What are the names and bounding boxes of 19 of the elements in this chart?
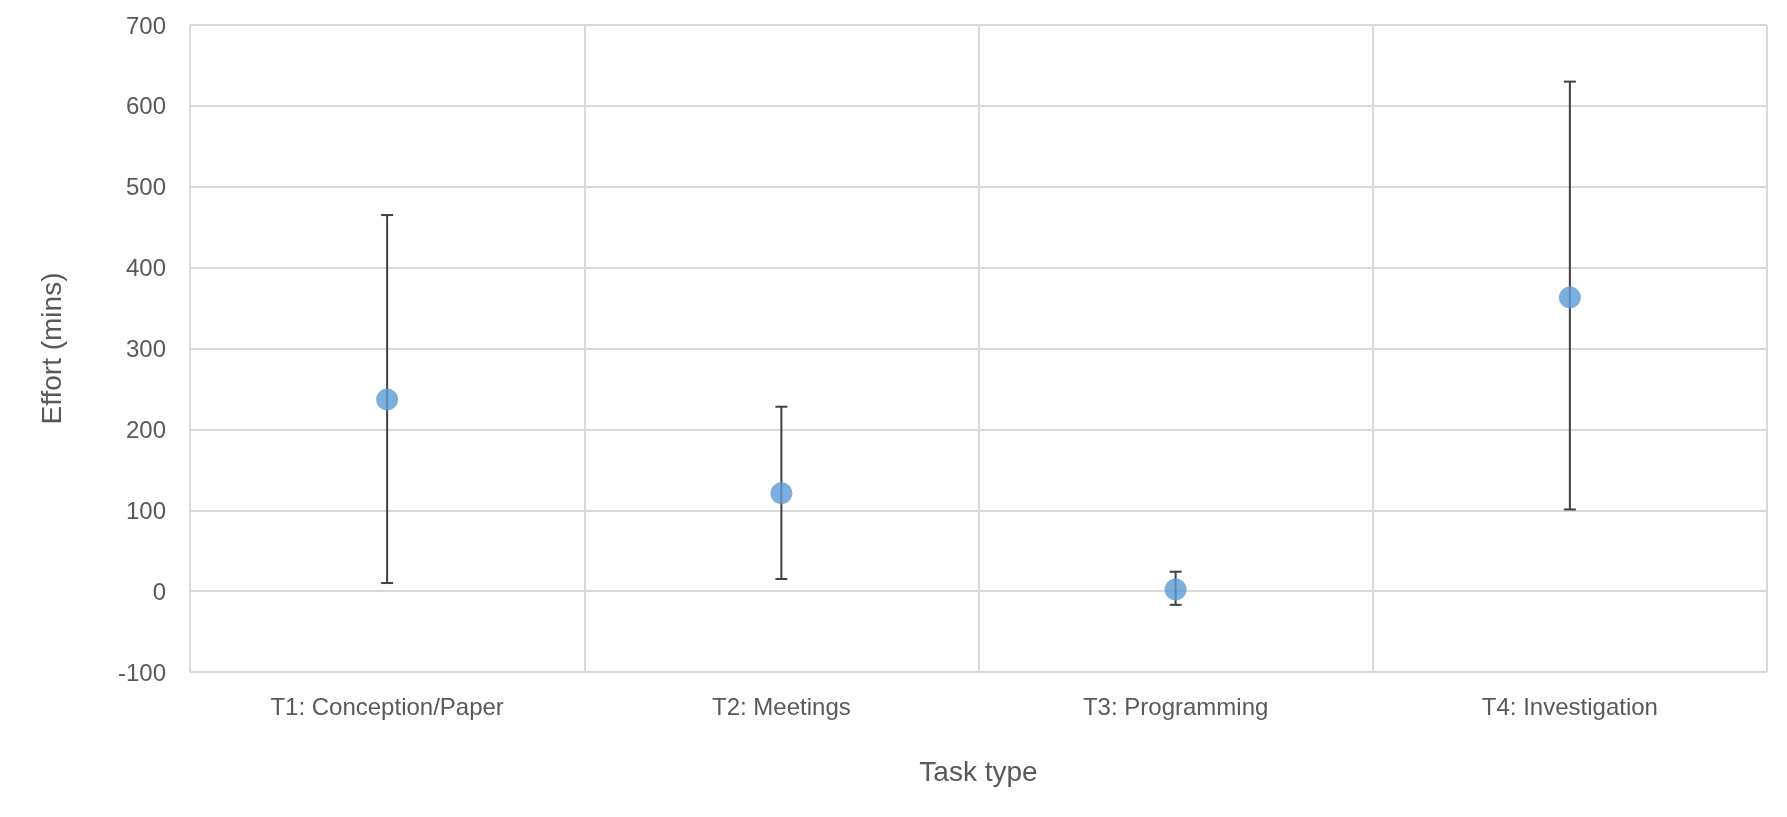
point [1164,578,1187,601]
x-tick-label: T1: Conception/Paper [270,692,504,720]
point [770,482,793,505]
y-tick-label: 500 [125,173,166,201]
x-tick-label: T2: Meetings [712,692,851,720]
point [376,388,399,411]
point [1558,286,1581,309]
y-tick-label: 400 [125,254,166,282]
y-tick-label: -100 [117,658,166,686]
x-tick-label: T4: Investigation [1481,692,1658,720]
x-axis-title: Task type [919,755,1038,787]
y-tick-label: 0 [152,577,166,605]
y-tick-label: 300 [125,335,166,362]
y-tick-label: 100 [125,496,166,524]
y-tick-label: 700 [125,11,166,39]
y-axis-title: Effort (mins) [35,272,67,425]
y-tick-label: 200 [125,415,166,443]
y-tick-label: 600 [125,92,166,120]
x-tick-label: T3: Programming [1082,692,1269,720]
